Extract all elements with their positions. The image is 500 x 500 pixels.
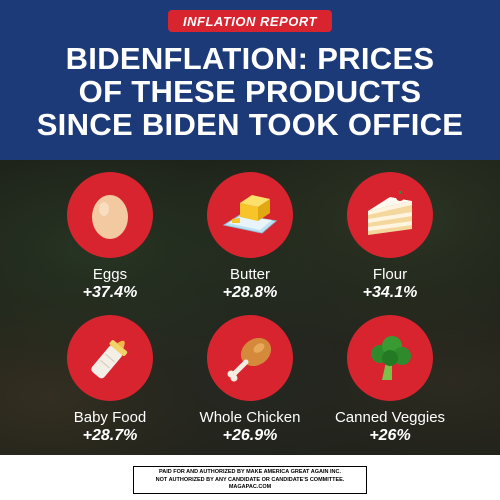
product-label: Baby Food [73, 409, 147, 426]
product-label: Whole Chicken [199, 409, 301, 426]
product-label: Butter [229, 266, 271, 283]
headline-line-2: OF THESE PRODUCTS [78, 74, 422, 109]
paid-for-disclaimer: PAID FOR AND AUTHORIZED BY MAKE AMERICA … [133, 466, 367, 494]
headline-line-3: SINCE BIDEN TOOK OFFICE [36, 107, 464, 142]
price-change: +28.8% [222, 284, 278, 301]
disclaimer-line-3: MAGAPAC.COM [228, 484, 272, 490]
price-change: +37.4% [82, 284, 138, 301]
product-butter: Butter +28.8% [175, 172, 325, 312]
disclaimer-line-2: NOT AUTHORIZED BY ANY CANDIDATE OR CANDI… [155, 476, 345, 483]
product-label: Eggs [92, 266, 128, 283]
product-baby-food: Baby Food +28.7% [35, 315, 185, 455]
egg-icon [67, 172, 153, 258]
price-change: +26.9% [222, 427, 278, 444]
headline: BIDENFLATION: PRICES OF THESE PRODUCTS S… [0, 42, 500, 141]
inflation-report-tag: INFLATION REPORT [168, 10, 332, 32]
baby-bottle-icon [67, 315, 153, 401]
product-label: Canned Veggies [334, 409, 446, 426]
product-flour: Flour +34.1% [315, 172, 465, 312]
broccoli-icon [347, 315, 433, 401]
header-banner: INFLATION REPORT BIDENFLATION: PRICES OF… [0, 0, 500, 160]
product-eggs: Eggs +37.4% [35, 172, 185, 312]
price-change: +34.1% [362, 284, 418, 301]
headline-line-1: BIDENFLATION: PRICES [65, 41, 435, 76]
price-change: +28.7% [82, 427, 138, 444]
cake-slice-icon [347, 172, 433, 258]
disclaimer-line-1: PAID FOR AND AUTHORIZED BY MAKE AMERICA … [158, 469, 341, 475]
product-canned-veggies: Canned Veggies +26% [315, 315, 465, 455]
chicken-leg-icon [207, 315, 293, 401]
butter-icon [207, 172, 293, 258]
product-whole-chicken: Whole Chicken +26.9% [175, 315, 325, 455]
price-change: +26% [369, 427, 411, 444]
product-label: Flour [372, 266, 408, 283]
